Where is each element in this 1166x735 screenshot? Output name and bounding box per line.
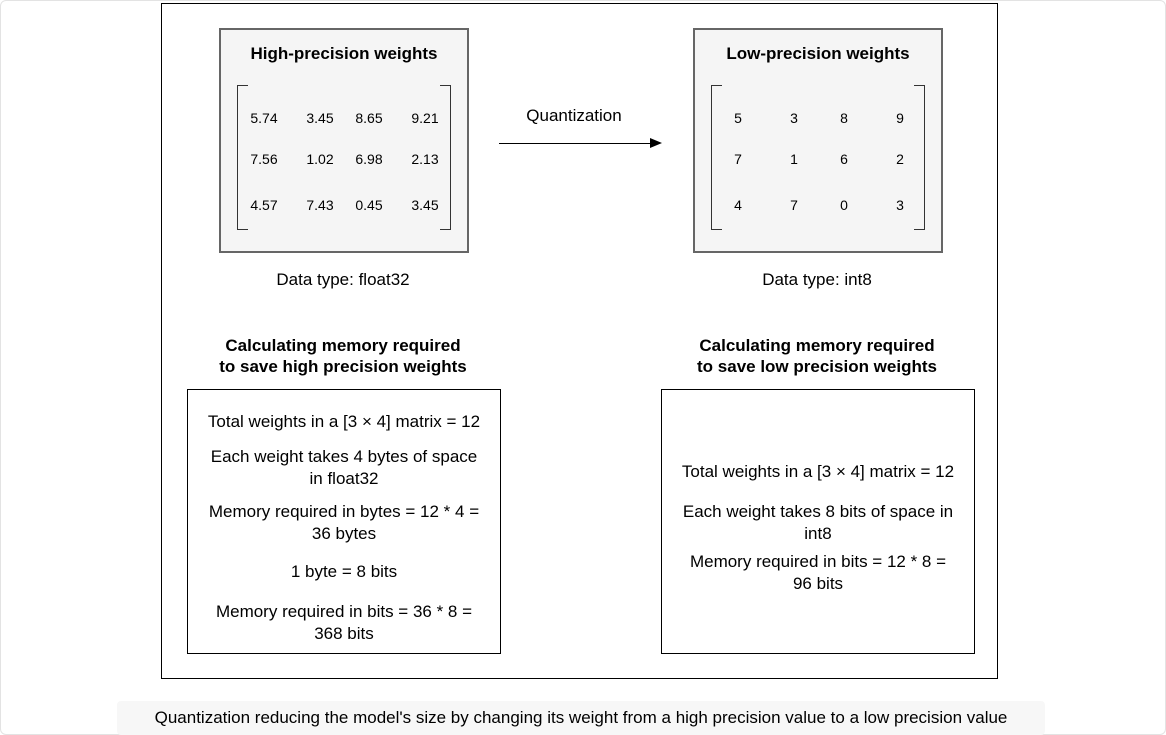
matrix-cell: 8.65 (355, 110, 383, 126)
quantization-arrow-line (499, 143, 652, 144)
matrix-cell: 5.74 (250, 110, 278, 126)
quantization-label: Quantization (526, 106, 622, 125)
low-precision-data-type: Data type: int8 (762, 270, 872, 289)
low-precision-calc-title: Calculating memory required to save low … (647, 335, 987, 377)
caption-background (117, 701, 1045, 735)
matrix-cell: 5 (734, 110, 742, 126)
calc-line: Total weights in a [3 × 4] matrix = 12 (681, 462, 955, 481)
matrix-cell: 3 (790, 110, 798, 126)
matrix-cell: 7.43 (306, 197, 334, 213)
calc-line: Memory required in bytes = 12 * 4 = (208, 502, 480, 521)
calc-title-line: to save high precision weights (219, 357, 467, 376)
matrix-cell: 3.45 (411, 197, 439, 213)
matrix-cell: 4 (734, 197, 742, 213)
matrix-cell: 4.57 (250, 197, 278, 213)
calc-line: 368 bits (314, 624, 374, 643)
matrix-cell: 3.45 (306, 110, 334, 126)
calc-line: 1 byte = 8 bits (290, 562, 398, 581)
matrix-cell: 0 (840, 197, 848, 213)
calc-title-line: to save low precision weights (697, 357, 937, 376)
calc-title-line: Calculating memory required (225, 336, 461, 355)
figure-caption: Quantization reducing the model's size b… (154, 708, 1008, 727)
matrix-cell: 8 (840, 110, 848, 126)
high-precision-calc-title: Calculating memory required to save high… (173, 335, 513, 377)
matrix-cell: 6 (840, 151, 848, 167)
matrix-cell: 9.21 (411, 110, 439, 126)
high-precision-title: High-precision weights (250, 44, 438, 63)
matrix-cell: 6.98 (355, 151, 383, 167)
low-precision-title: Low-precision weights (726, 44, 910, 63)
calc-line: Memory required in bits = 36 * 8 = (215, 602, 473, 621)
calc-line: int8 (804, 524, 832, 543)
low-precision-calc-box: Total weights in a [3 × 4] matrix = 12 E… (661, 389, 975, 654)
matrix-cell: 7.56 (250, 151, 278, 167)
calc-line: 36 bytes (311, 524, 377, 543)
matrix-cell: 9 (896, 110, 904, 126)
matrix-cell: 1 (790, 151, 798, 167)
low-precision-matrix-box: Low-precision weights 5 3 8 9 7 1 6 2 4 … (693, 28, 943, 253)
matrix-cell: 1.02 (306, 151, 334, 167)
matrix-cell: 0.45 (355, 197, 383, 213)
matrix-left-bracket (711, 85, 722, 230)
arrow-right-icon (650, 138, 662, 148)
matrix-cell: 2.13 (411, 151, 439, 167)
matrix-cell: 7 (734, 151, 742, 167)
matrix-cell: 7 (790, 197, 798, 213)
calc-title-line: Calculating memory required (699, 336, 935, 355)
matrix-cell: 2 (896, 151, 904, 167)
calc-line: 96 bits (792, 574, 844, 593)
matrix-cell: 3 (896, 197, 904, 213)
matrix-right-bracket (914, 85, 925, 230)
calc-line: Total weights in a [3 × 4] matrix = 12 (207, 412, 481, 431)
calc-line: Each weight takes 8 bits of space in (682, 502, 954, 521)
calc-line: in float32 (309, 469, 379, 488)
high-precision-calc-box: Total weights in a [3 × 4] matrix = 12 E… (187, 389, 501, 654)
matrix-right-bracket (440, 85, 451, 230)
calc-line: Memory required in bits = 12 * 8 = (689, 552, 947, 571)
high-precision-data-type: Data type: float32 (276, 270, 410, 289)
calc-line: Each weight takes 4 bytes of space (210, 447, 478, 466)
high-precision-matrix-box: High-precision weights 5.74 3.45 8.65 9.… (219, 28, 469, 253)
matrix-left-bracket (237, 85, 248, 230)
